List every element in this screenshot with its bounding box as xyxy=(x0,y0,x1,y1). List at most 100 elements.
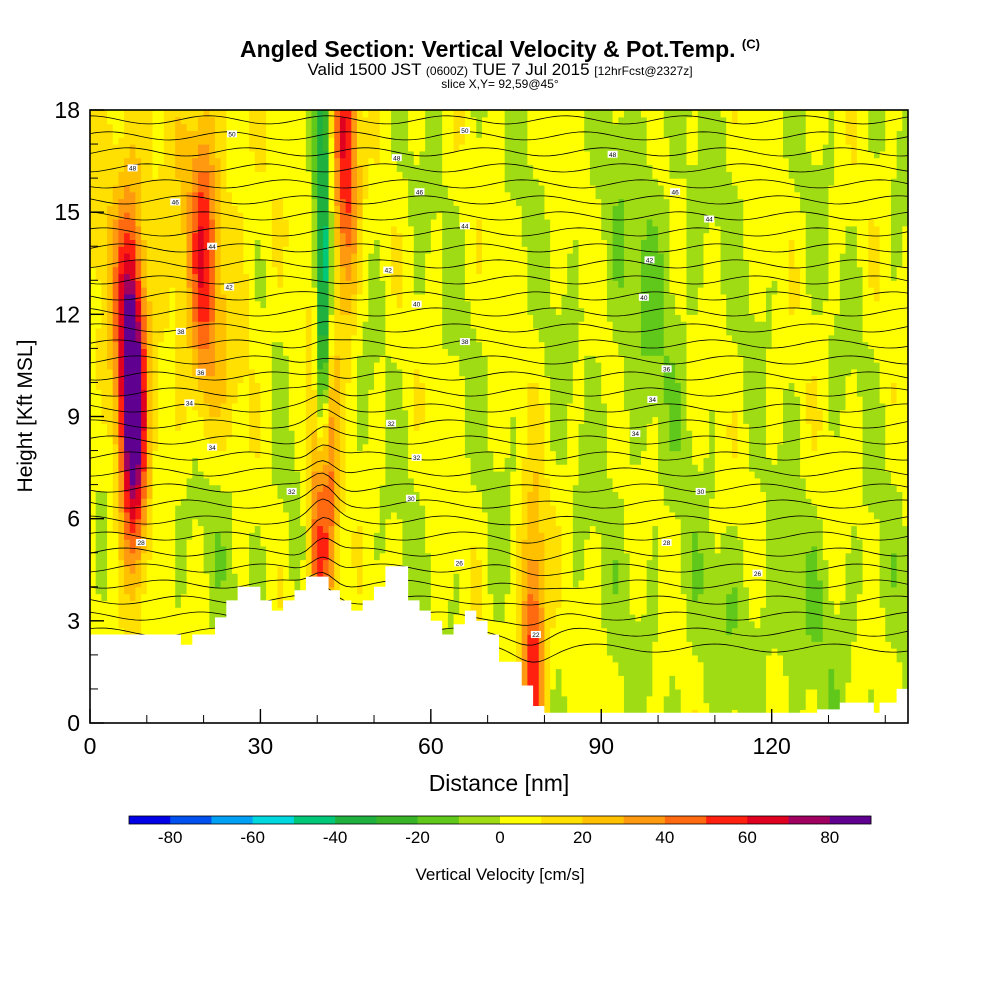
field-cell xyxy=(197,511,205,520)
field-cell xyxy=(351,593,358,601)
field-cell xyxy=(107,130,114,138)
field-cell xyxy=(192,307,199,315)
field-cell xyxy=(294,566,301,574)
field-cell xyxy=(186,484,193,493)
field-cell xyxy=(192,287,199,295)
field-cell xyxy=(232,375,239,384)
field-cell xyxy=(271,273,279,281)
field-cell xyxy=(146,171,154,179)
field-cell xyxy=(362,362,369,370)
field-cell xyxy=(163,382,171,390)
field-cell xyxy=(328,191,335,200)
field-cell xyxy=(243,416,250,424)
field-cell xyxy=(362,314,369,322)
field-cell xyxy=(317,164,324,172)
field-cell xyxy=(260,130,267,138)
field-cell xyxy=(203,477,210,486)
field-cell xyxy=(169,232,176,241)
field-cell xyxy=(220,246,227,254)
field-cell xyxy=(374,246,381,254)
field-cell xyxy=(152,511,159,520)
field-cell xyxy=(385,375,392,384)
field-cell xyxy=(328,498,335,506)
field-cell xyxy=(180,130,188,138)
field-cell xyxy=(374,130,381,138)
field-cell xyxy=(146,368,154,377)
field-cell xyxy=(374,327,381,336)
field-cell xyxy=(254,334,262,343)
field-cell xyxy=(385,225,392,234)
field-cell xyxy=(317,184,324,193)
field-cell xyxy=(311,184,318,193)
field-cell xyxy=(266,457,273,465)
field-cell xyxy=(243,450,250,458)
field-cell xyxy=(197,287,205,295)
field-cell xyxy=(356,396,364,404)
field-cell xyxy=(374,321,381,329)
field-cell xyxy=(385,559,392,567)
field-cell xyxy=(249,375,256,384)
field-cell xyxy=(356,355,364,363)
field-cell xyxy=(328,314,335,322)
field-cell xyxy=(169,614,176,622)
field-cell xyxy=(305,423,313,431)
field-cell xyxy=(374,348,381,356)
field-cell xyxy=(356,259,364,268)
field-cell xyxy=(374,341,381,349)
field-cell xyxy=(249,334,256,343)
field-cell xyxy=(374,545,381,554)
field-cell xyxy=(368,436,375,445)
field-cell xyxy=(288,579,296,588)
field-cell xyxy=(311,566,318,574)
field-cell xyxy=(180,239,188,247)
field-cell xyxy=(311,532,318,540)
field-cell xyxy=(124,191,131,200)
field-cell xyxy=(368,171,375,179)
field-cell xyxy=(294,293,301,302)
field-cell xyxy=(374,334,381,343)
field-cell xyxy=(169,239,176,247)
field-cell xyxy=(300,300,307,309)
field-cell xyxy=(186,416,193,424)
field-cell xyxy=(277,505,284,513)
field-cell xyxy=(396,110,404,118)
field-cell xyxy=(175,232,182,241)
field-cell xyxy=(362,212,369,220)
field-cell xyxy=(277,123,284,132)
field-cell xyxy=(266,239,273,247)
field-cell xyxy=(345,593,352,601)
field-cell xyxy=(101,341,108,349)
field-cell xyxy=(158,321,165,329)
field-cell xyxy=(197,191,205,200)
field-cell xyxy=(396,518,404,527)
field-cell xyxy=(175,532,182,540)
field-cell xyxy=(232,593,239,601)
field-cell xyxy=(129,566,137,574)
field-cell xyxy=(169,164,176,172)
field-cell xyxy=(129,409,137,418)
field-cell xyxy=(226,184,233,193)
field-cell xyxy=(192,300,199,309)
field-cell xyxy=(266,164,273,172)
field-cell xyxy=(129,443,137,452)
field-cell xyxy=(226,116,233,125)
field-cell xyxy=(135,532,142,540)
field-cell xyxy=(158,498,165,506)
field-cell xyxy=(232,150,239,159)
field-cell xyxy=(249,389,256,397)
field-cell xyxy=(197,573,205,581)
field-cell xyxy=(237,552,244,561)
field-cell xyxy=(243,491,250,499)
field-cell xyxy=(362,191,369,200)
field-cell xyxy=(112,293,119,302)
field-cell xyxy=(396,505,404,513)
field-cell xyxy=(175,157,182,166)
field-cell xyxy=(186,600,193,608)
field-cell xyxy=(163,287,171,295)
field-cell xyxy=(249,307,256,315)
field-cell xyxy=(254,110,262,118)
field-cell xyxy=(192,314,199,322)
field-cell xyxy=(283,470,290,479)
field-cell xyxy=(339,348,347,356)
field-cell xyxy=(135,457,142,465)
